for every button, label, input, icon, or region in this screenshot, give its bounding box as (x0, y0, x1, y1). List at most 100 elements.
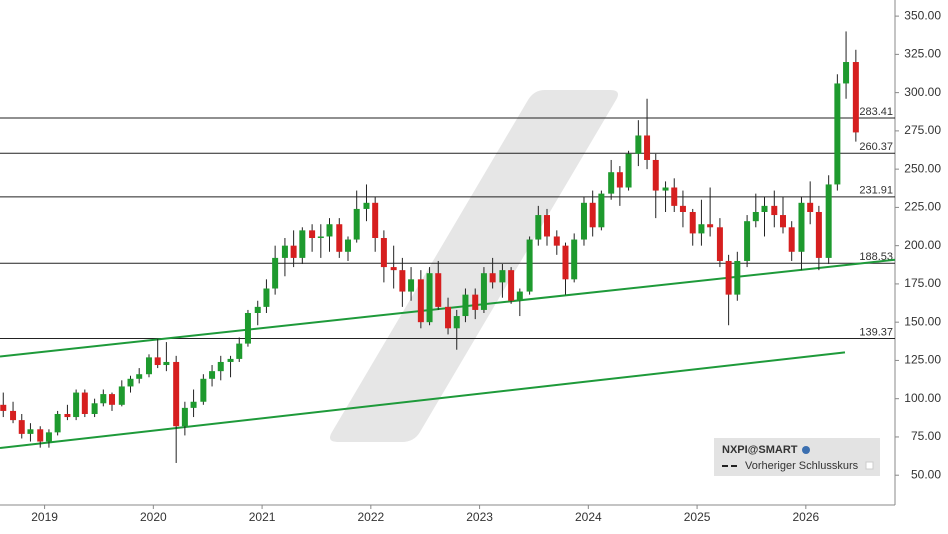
candle-body (652, 159, 659, 191)
candle-body (317, 236, 324, 239)
candle-body (553, 236, 560, 246)
y-tick-label: 325.00 (904, 47, 941, 61)
candle-body (390, 267, 397, 271)
candle-body (616, 172, 623, 188)
candle-body (571, 239, 578, 280)
candle-body (608, 172, 615, 194)
candle-body (725, 260, 732, 295)
candle-body (798, 202, 805, 252)
y-tick-label: 75.00 (911, 429, 941, 443)
candle-body (761, 205, 768, 212)
candle-body (227, 358, 234, 362)
candle-body (426, 273, 433, 323)
candle-body (145, 357, 152, 375)
candle-body (37, 429, 44, 442)
candle-body (100, 394, 107, 404)
level-label: 260.37 (859, 141, 893, 153)
candle-body (408, 279, 415, 292)
candle-body (336, 224, 343, 252)
y-tick-label: 125.00 (904, 353, 941, 367)
candle-body (562, 245, 569, 280)
candle-body (843, 62, 850, 84)
candle-body (272, 257, 279, 289)
y-tick-label: 150.00 (904, 314, 941, 328)
y-tick-label: 300.00 (904, 85, 941, 99)
candle-body (453, 316, 460, 329)
candle-body (344, 239, 351, 252)
candle-body (707, 224, 714, 228)
candle-body (472, 294, 479, 310)
candle-body (399, 270, 406, 292)
candle-body (200, 378, 207, 402)
candle-body (18, 420, 25, 434)
candle-body (0, 404, 7, 411)
legend-checkbox[interactable] (865, 461, 874, 470)
candle-body (598, 193, 605, 228)
candle-body (173, 361, 180, 427)
candle-body (326, 224, 333, 237)
candle-body (27, 429, 34, 434)
candle-body (136, 374, 143, 379)
candle-body (535, 215, 542, 240)
candle-body (807, 202, 814, 212)
y-tick-label: 250.00 (904, 161, 941, 175)
candle-body (54, 413, 61, 433)
candle-body (462, 294, 469, 317)
candle-body (508, 270, 515, 301)
legend-box (714, 438, 880, 476)
legend-title: NXPI@SMART (722, 444, 798, 456)
x-tick-label: 2026 (792, 510, 819, 524)
candle-body (236, 343, 243, 359)
candle-body (734, 260, 741, 295)
candle-body (499, 270, 506, 283)
level-label: 231.91 (859, 185, 893, 197)
candle-body (209, 371, 216, 379)
candle-body (181, 407, 188, 427)
watermark (330, 90, 618, 442)
candle-body (752, 211, 759, 222)
x-tick-label: 2021 (249, 510, 276, 524)
candle-body (309, 230, 316, 239)
candle-body (281, 245, 288, 258)
candle-body (779, 215, 786, 228)
candle-body (526, 239, 533, 292)
candle-body (45, 432, 52, 442)
candle-body (363, 202, 370, 209)
candle-body (163, 361, 170, 366)
x-tick-label: 2022 (357, 510, 384, 524)
trend-line (0, 351, 846, 449)
candle-body (480, 273, 487, 310)
candle-body (73, 392, 80, 418)
y-tick-label: 175.00 (904, 276, 941, 290)
candle-body (109, 394, 116, 405)
candle-body (679, 205, 686, 212)
candle-body (217, 361, 224, 372)
candle-body (489, 273, 496, 283)
level-label: 139.37 (859, 326, 893, 338)
x-tick-label: 2023 (466, 510, 493, 524)
candle-body (372, 202, 379, 239)
candle-body (81, 392, 88, 414)
legend-icon (802, 446, 810, 454)
y-tick-label: 350.00 (904, 8, 941, 22)
candle-body (190, 401, 197, 408)
candle-body (64, 413, 71, 418)
candle-body (625, 153, 632, 188)
candle-body (118, 386, 125, 405)
y-tick-label: 225.00 (904, 200, 941, 214)
candle-body (127, 378, 134, 387)
y-tick-label: 50.00 (911, 467, 941, 481)
candle-body (671, 187, 678, 206)
candle-body (380, 238, 387, 268)
candle-body (263, 288, 270, 307)
y-tick-label: 100.00 (904, 391, 941, 405)
candle-body (589, 202, 596, 228)
candle-body (644, 135, 651, 160)
candle-body (254, 306, 261, 313)
candle-body (445, 306, 452, 329)
y-tick-label: 275.00 (904, 123, 941, 137)
x-tick-label: 2024 (575, 510, 602, 524)
candle-body (290, 245, 297, 258)
candle-body (516, 291, 523, 301)
candle-body (417, 279, 424, 323)
